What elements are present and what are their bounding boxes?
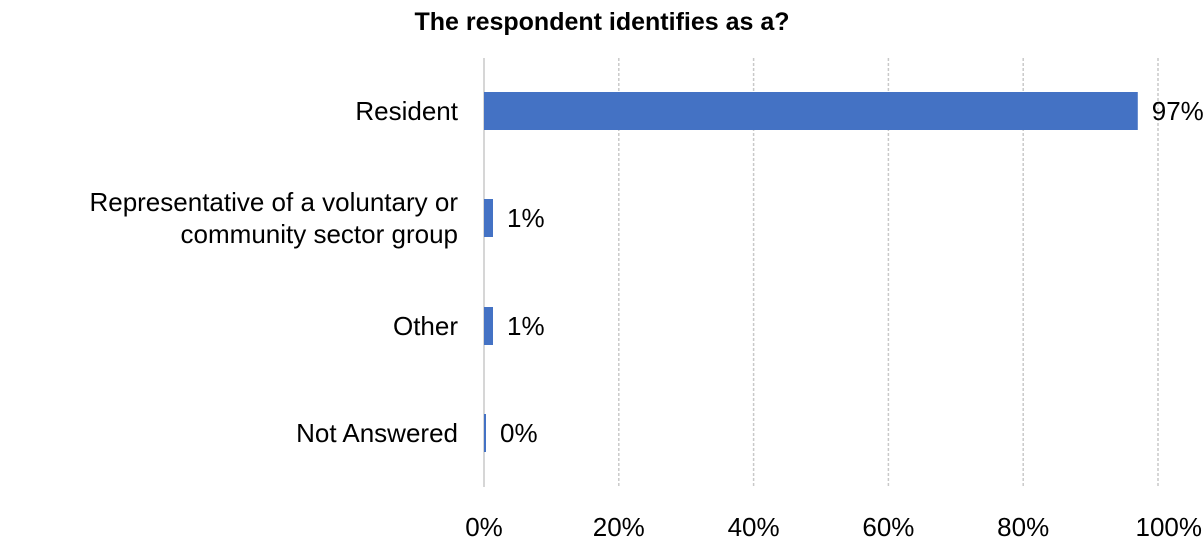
data-label: 1%: [507, 311, 545, 341]
bar-not-answered: [484, 414, 486, 452]
data-label: 0%: [500, 418, 538, 448]
category-label: Resident: [355, 96, 458, 126]
x-tick-label: 40%: [728, 512, 780, 540]
data-label: 1%: [507, 203, 545, 233]
chart-title: The respondent identifies as a?: [414, 8, 789, 36]
data-labels: 97% 1% 1% 0%: [500, 96, 1204, 448]
bar-other: [484, 307, 493, 345]
bars: [484, 92, 1138, 452]
category-labels: Resident Representative of a voluntary or…: [89, 96, 458, 448]
x-tick-label: 60%: [862, 512, 914, 540]
bar-resident: [484, 92, 1138, 130]
category-label: Representative of a voluntary or: [89, 187, 458, 217]
x-tick-label: 0%: [465, 512, 503, 540]
x-tick-label: 20%: [593, 512, 645, 540]
data-label: 97%: [1152, 96, 1204, 126]
x-axis-ticks: 0% 20% 40% 60% 80% 100%: [465, 512, 1202, 540]
category-label: community sector group: [181, 219, 458, 249]
x-tick-label: 100%: [1136, 512, 1203, 540]
x-tick-label: 80%: [997, 512, 1049, 540]
category-label: Other: [393, 311, 458, 341]
category-label: Not Answered: [296, 418, 458, 448]
bar-representative-of-a-voluntary-or-community-sector-group: [484, 199, 493, 237]
